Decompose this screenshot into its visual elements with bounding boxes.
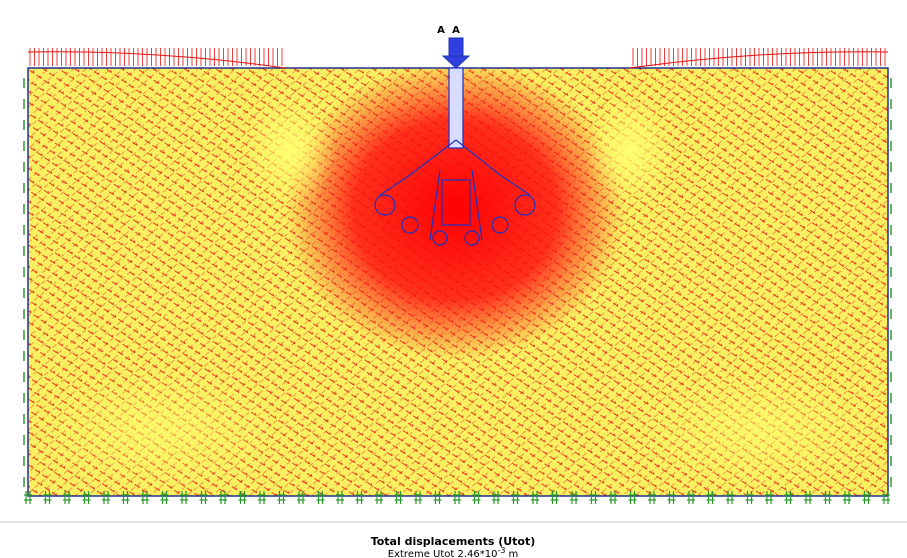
- marker-label: A: [452, 25, 460, 36]
- marker-label: A: [437, 25, 445, 36]
- output-window: A A Total displacements (Utot) Extreme U…: [0, 0, 907, 558]
- caption-title: Total displacements (Utot): [371, 535, 536, 548]
- unit: m: [508, 549, 518, 558]
- load-arrow: [443, 38, 469, 68]
- exponent: -3: [498, 546, 506, 555]
- extreme-value: Extreme Utot 2.46*10: [388, 549, 498, 558]
